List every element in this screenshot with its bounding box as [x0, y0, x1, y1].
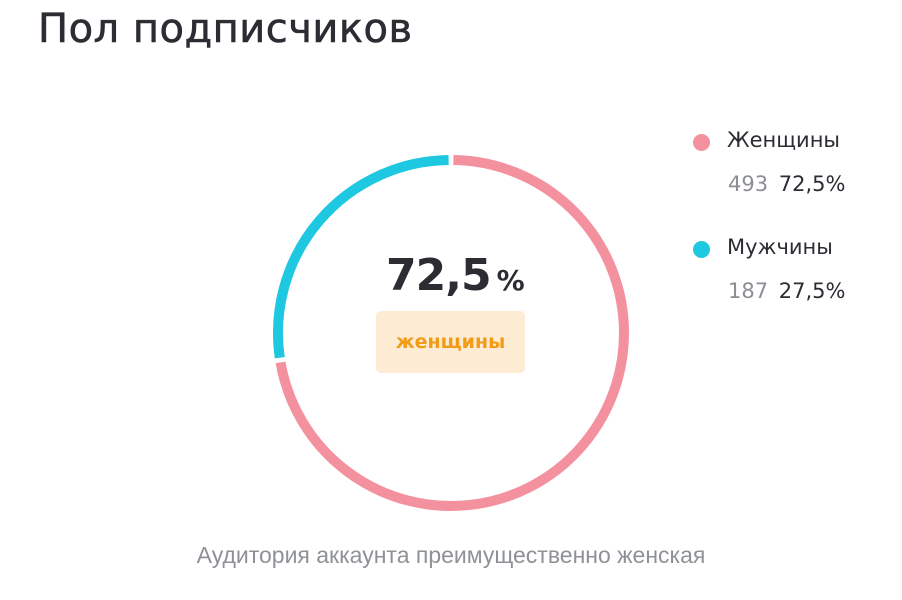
legend-count-women: 493	[728, 172, 769, 196]
page-title: Пол подписчиков	[38, 6, 413, 53]
legend-stats-men: 187 27,5%	[728, 279, 846, 303]
center-label-text: женщины	[395, 331, 506, 353]
donut-segment-women[interactable]	[275, 155, 629, 511]
legend-dot-women	[693, 134, 710, 151]
legend-percent-men: 27,5%	[778, 279, 846, 303]
legend-percent-women: 72,5%	[778, 172, 846, 196]
legend-dot-men	[693, 241, 710, 258]
legend-label-women: Женщины	[727, 128, 841, 152]
center-value: 72,5%	[386, 250, 525, 301]
center-value-number: 72,5	[386, 250, 492, 301]
legend-label-men: Мужчины	[727, 235, 833, 259]
summary-text: Аудитория аккаунта преимущественно женск…	[196, 542, 706, 568]
donut-segment-men[interactable]	[273, 155, 449, 359]
center-label-badge: женщины	[376, 311, 525, 373]
center-value-unit: %	[496, 264, 525, 297]
legend-stats-women: 493 72,5%	[728, 172, 846, 196]
legend-count-men: 187	[728, 279, 769, 303]
